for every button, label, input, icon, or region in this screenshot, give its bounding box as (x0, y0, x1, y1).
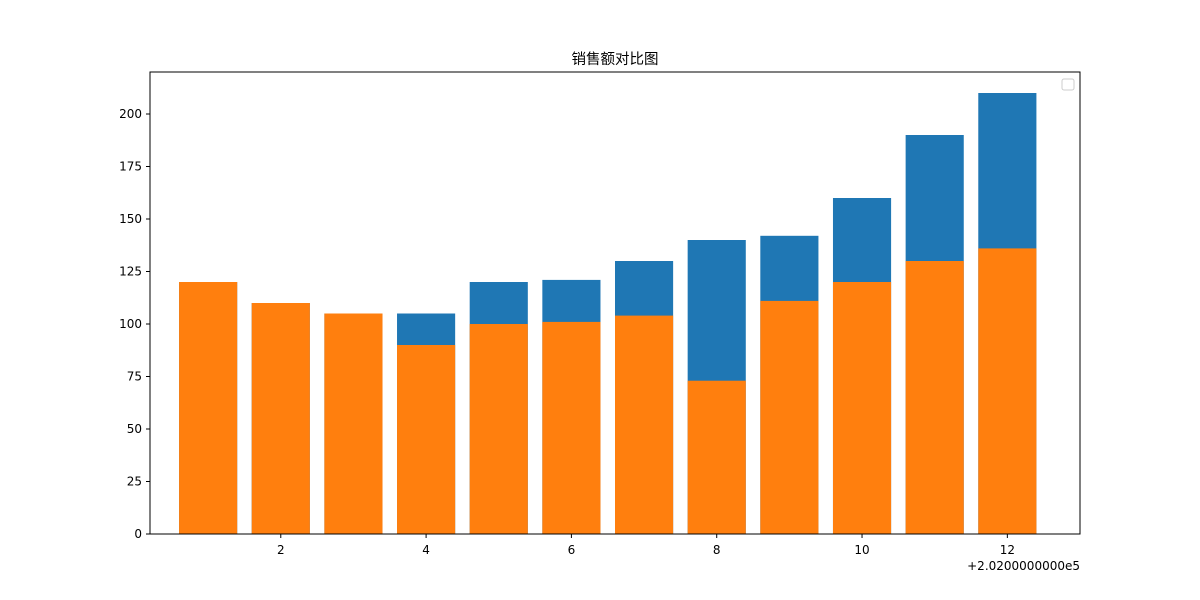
bar-series-2-12 (978, 248, 1037, 534)
bar-series-2-3 (324, 313, 383, 534)
x-tick-label-2: 2 (277, 543, 285, 557)
y-tick-label-150: 150 (119, 212, 142, 226)
y-tick-label-125: 125 (119, 265, 142, 279)
y-tick-label-175: 175 (119, 160, 142, 174)
y-tick-label-50: 50 (127, 422, 142, 436)
bar-series-2-5 (469, 324, 528, 534)
bars-layer (179, 93, 1037, 535)
bar-series-2-9 (760, 300, 819, 534)
x-tick-label-6: 6 (568, 543, 576, 557)
bar-series-2-7 (615, 315, 674, 534)
x-tick-label-10: 10 (854, 543, 869, 557)
bar-series-2-4 (397, 345, 456, 534)
legend-box (1061, 78, 1075, 91)
bar-series-2-8 (687, 380, 746, 534)
chart-title: 销售额对比图 (572, 51, 659, 68)
x-offset-label: +2.0200000000e5 (967, 559, 1080, 573)
y-tick-label-25: 25 (127, 475, 142, 489)
x-tick-label-4: 4 (422, 543, 430, 557)
bar-series-2-11 (905, 261, 964, 534)
y-tick-label-75: 75 (127, 370, 142, 384)
y-tick-label-100: 100 (119, 317, 142, 331)
x-tick-label-12: 12 (1000, 543, 1015, 557)
bar-series-2-2 (251, 303, 310, 534)
x-tick-label-8: 8 (713, 543, 721, 557)
bar-series-2-6 (542, 321, 601, 534)
ticks-layer: 2 4 6 8 10 12 0 25 50 75 100 125 150 175 200 (119, 107, 1015, 557)
bar-series-2-1 (179, 282, 238, 534)
plot-frame (149, 71, 1081, 535)
bar-series-2-10 (832, 282, 892, 534)
y-tick-label-200: 200 (119, 107, 142, 121)
y-tick-label-0: 0 (134, 527, 142, 541)
